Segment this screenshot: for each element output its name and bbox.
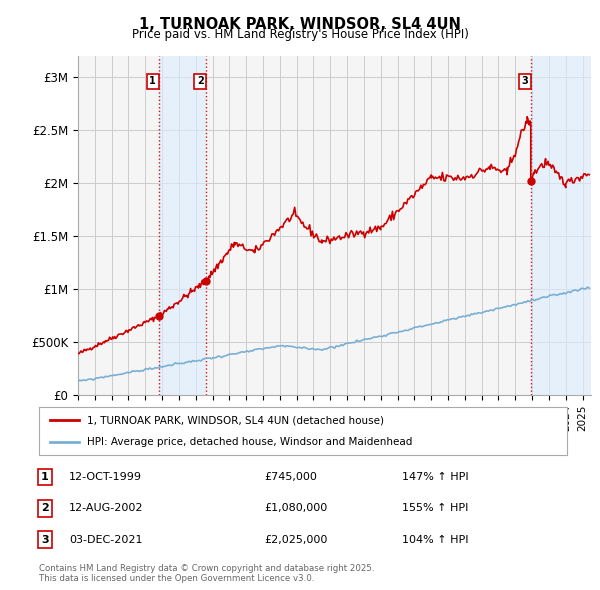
Text: Price paid vs. HM Land Registry's House Price Index (HPI): Price paid vs. HM Land Registry's House …	[131, 28, 469, 41]
Text: 155% ↑ HPI: 155% ↑ HPI	[402, 503, 469, 513]
Text: £745,000: £745,000	[264, 472, 317, 482]
Text: 1: 1	[149, 77, 156, 87]
Text: 2: 2	[41, 503, 49, 513]
Text: Contains HM Land Registry data © Crown copyright and database right 2025.
This d: Contains HM Land Registry data © Crown c…	[39, 563, 374, 583]
Text: £1,080,000: £1,080,000	[264, 503, 327, 513]
Text: HPI: Average price, detached house, Windsor and Maidenhead: HPI: Average price, detached house, Wind…	[86, 437, 412, 447]
Bar	[158, 56, 206, 395]
Bar	[531, 56, 591, 395]
Text: 1, TURNOAK PARK, WINDSOR, SL4 4UN: 1, TURNOAK PARK, WINDSOR, SL4 4UN	[139, 17, 461, 31]
Text: 3: 3	[521, 77, 528, 87]
Text: 3: 3	[41, 535, 49, 545]
Text: 1: 1	[41, 472, 49, 482]
Text: 2: 2	[197, 77, 203, 87]
Text: 12-AUG-2002: 12-AUG-2002	[69, 503, 143, 513]
Text: 1, TURNOAK PARK, WINDSOR, SL4 4UN (detached house): 1, TURNOAK PARK, WINDSOR, SL4 4UN (detac…	[86, 415, 383, 425]
Text: 147% ↑ HPI: 147% ↑ HPI	[402, 472, 469, 482]
Text: £2,025,000: £2,025,000	[264, 535, 328, 545]
Text: 03-DEC-2021: 03-DEC-2021	[69, 535, 143, 545]
Text: 104% ↑ HPI: 104% ↑ HPI	[402, 535, 469, 545]
Text: 12-OCT-1999: 12-OCT-1999	[69, 472, 142, 482]
